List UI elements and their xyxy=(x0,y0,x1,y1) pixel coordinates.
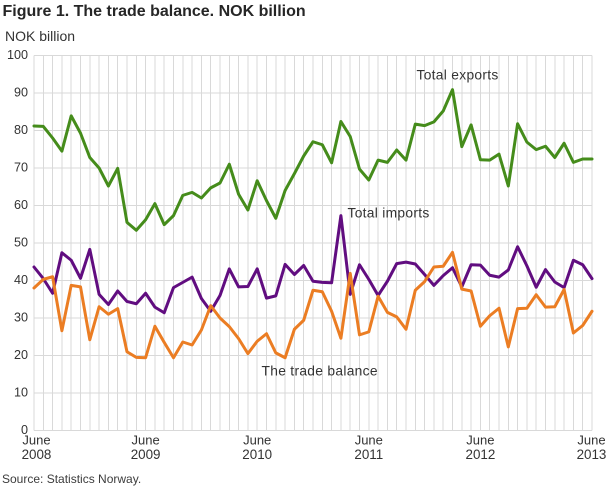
svg-text:70: 70 xyxy=(14,160,28,174)
svg-text:90: 90 xyxy=(14,85,28,99)
svg-text:Total exports: Total exports xyxy=(417,68,499,83)
svg-text:June: June xyxy=(243,433,271,448)
svg-text:30: 30 xyxy=(14,310,28,324)
svg-text:The trade balance: The trade balance xyxy=(262,364,378,379)
svg-text:50: 50 xyxy=(14,235,28,249)
svg-text:June: June xyxy=(466,433,494,448)
svg-text:Figure 1. The trade balance. N: Figure 1. The trade balance. NOK billion xyxy=(3,3,306,20)
svg-text:40: 40 xyxy=(14,273,28,287)
svg-text:10: 10 xyxy=(14,385,28,399)
svg-text:2008: 2008 xyxy=(22,447,52,462)
svg-text:June: June xyxy=(131,433,159,448)
svg-text:60: 60 xyxy=(14,198,28,212)
svg-text:0: 0 xyxy=(21,423,28,437)
svg-text:Total imports: Total imports xyxy=(348,206,430,221)
svg-text:20: 20 xyxy=(14,348,28,362)
svg-text:June: June xyxy=(577,433,605,448)
svg-text:2011: 2011 xyxy=(354,447,383,462)
svg-text:Source: Statistics Norway.: Source: Statistics Norway. xyxy=(2,472,141,486)
svg-text:June: June xyxy=(355,433,383,448)
svg-text:80: 80 xyxy=(14,123,28,137)
svg-text:2010: 2010 xyxy=(242,447,272,462)
svg-text:2013: 2013 xyxy=(577,447,607,462)
svg-text:NOK billion: NOK billion xyxy=(5,28,75,44)
svg-text:2012: 2012 xyxy=(466,447,496,462)
svg-text:100: 100 xyxy=(7,48,28,62)
svg-text:2009: 2009 xyxy=(131,447,161,462)
svg-text:June: June xyxy=(22,433,50,448)
